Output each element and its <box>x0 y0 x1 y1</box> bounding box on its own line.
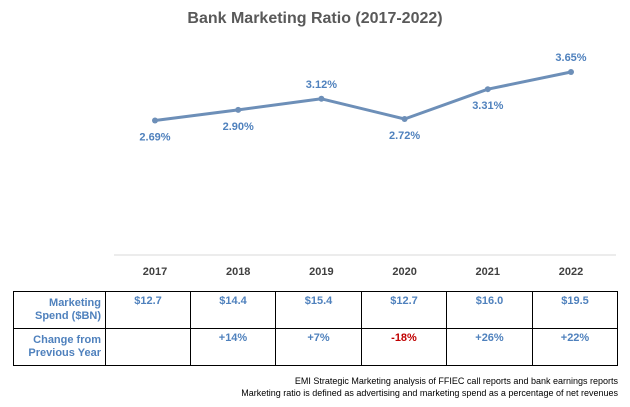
data-label-2017: 2.69% <box>139 132 170 144</box>
spend-2018: $14.4 <box>190 291 276 329</box>
x-tick-2017: 2017 <box>143 266 167 278</box>
data-point-2022 <box>568 69 574 76</box>
data-point-2017 <box>152 117 158 124</box>
row-header-change: Change from Previous Year <box>13 328 106 366</box>
data-label-2022: 3.65% <box>555 52 586 64</box>
table-row: Change from Previous Year +14% +7% -18% … <box>13 328 618 366</box>
data-label-2021: 3.31% <box>472 100 503 112</box>
data-table: Marketing Spend ($BN) $12.7 $14.4 $15.4 … <box>13 291 618 366</box>
spend-2020: $12.7 <box>361 291 447 329</box>
data-point-2018 <box>235 106 242 113</box>
data-point-2020 <box>401 115 408 122</box>
data-label-2018: 2.90% <box>223 121 254 133</box>
x-tick-2021: 2021 <box>476 266 500 278</box>
footnote-source: EMI Strategic Marketing analysis of FFIE… <box>294 376 618 386</box>
spend-2021: $16.0 <box>446 291 533 329</box>
change-2021: +26% <box>446 328 533 366</box>
row-header-marketing-spend: Marketing Spend ($BN) <box>13 291 106 329</box>
x-tick-2019: 2019 <box>309 266 333 278</box>
data-point-2019 <box>318 95 325 102</box>
change-2022: +22% <box>532 328 618 366</box>
data-point-2021 <box>484 86 491 93</box>
change-2019: +7% <box>275 328 362 366</box>
spend-2017: $12.7 <box>105 291 191 329</box>
series-line <box>154 70 572 122</box>
line-chart: 2.69% 2.90% 3.12% 2.72% 3.31% 3.65% 2017 2018 2… <box>114 52 616 278</box>
table-row: Marketing Spend ($BN) $12.7 $14.4 $15.4 … <box>13 291 618 329</box>
change-2018: +14% <box>190 328 276 366</box>
change-2017 <box>105 328 191 366</box>
data-label-2020: 2.72% <box>389 130 420 142</box>
footnote-definition: Marketing ratio is defined as advertisin… <box>241 388 618 398</box>
x-tick-2020: 2020 <box>392 266 416 278</box>
change-2020: -18% <box>361 328 447 366</box>
footnote: EMI Strategic Marketing analysis of FFIE… <box>241 375 618 399</box>
x-tick-2022: 2022 <box>559 266 583 278</box>
x-tick-2018: 2018 <box>226 266 250 278</box>
data-label-2019: 3.12% <box>306 79 337 91</box>
chart-title: Bank Marketing Ratio (2017-2022) <box>187 10 443 27</box>
spend-2019: $15.4 <box>275 291 362 329</box>
spend-2022: $19.5 <box>532 291 618 329</box>
